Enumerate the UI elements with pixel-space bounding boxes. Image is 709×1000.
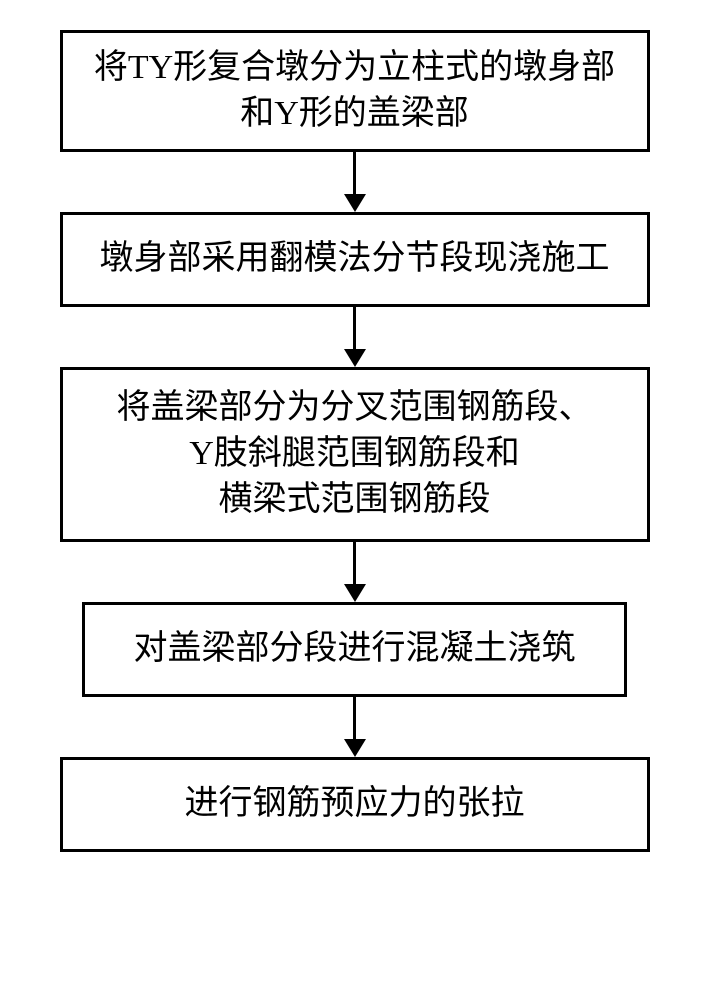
flowchart-node-step3: 将盖梁部分为分叉范围钢筋段、Y肢斜腿范围钢筋段和横梁式范围钢筋段	[60, 367, 650, 542]
flowchart-arrow	[344, 152, 366, 212]
flowchart-node-step2: 墩身部采用翻模法分节段现浇施工	[60, 212, 650, 307]
node-text-line: 进行钢筋预应力的张拉	[185, 781, 525, 827]
arrow-line	[353, 697, 356, 739]
arrow-head-icon	[344, 349, 366, 367]
flowchart-node-step5: 进行钢筋预应力的张拉	[60, 757, 650, 852]
arrow-line	[353, 152, 356, 194]
node-text-line: 横梁式范围钢筋段	[219, 477, 491, 523]
flowchart-node-step1: 将TY形复合墩分为立柱式的墩身部和Y形的盖梁部	[60, 30, 650, 152]
node-text-line: 和Y形的盖梁部	[240, 91, 469, 137]
flowchart-arrow	[344, 307, 366, 367]
arrow-head-icon	[344, 194, 366, 212]
node-text-line: 对盖梁部分段进行混凝土浇筑	[134, 626, 576, 672]
node-text-line: 墩身部采用翻模法分节段现浇施工	[100, 236, 610, 282]
arrow-line	[353, 542, 356, 584]
flowchart-node-step4: 对盖梁部分段进行混凝土浇筑	[82, 602, 627, 697]
flowchart-arrow	[344, 697, 366, 757]
flowchart-arrow	[344, 542, 366, 602]
node-text-line: 将TY形复合墩分为立柱式的墩身部	[94, 45, 615, 91]
arrow-line	[353, 307, 356, 349]
arrow-head-icon	[344, 584, 366, 602]
flowchart-container: 将TY形复合墩分为立柱式的墩身部和Y形的盖梁部墩身部采用翻模法分节段现浇施工将盖…	[60, 30, 650, 852]
node-text-line: 将盖梁部分为分叉范围钢筋段、	[117, 385, 593, 431]
arrow-head-icon	[344, 739, 366, 757]
node-text-line: Y肢斜腿范围钢筋段和	[189, 431, 520, 477]
